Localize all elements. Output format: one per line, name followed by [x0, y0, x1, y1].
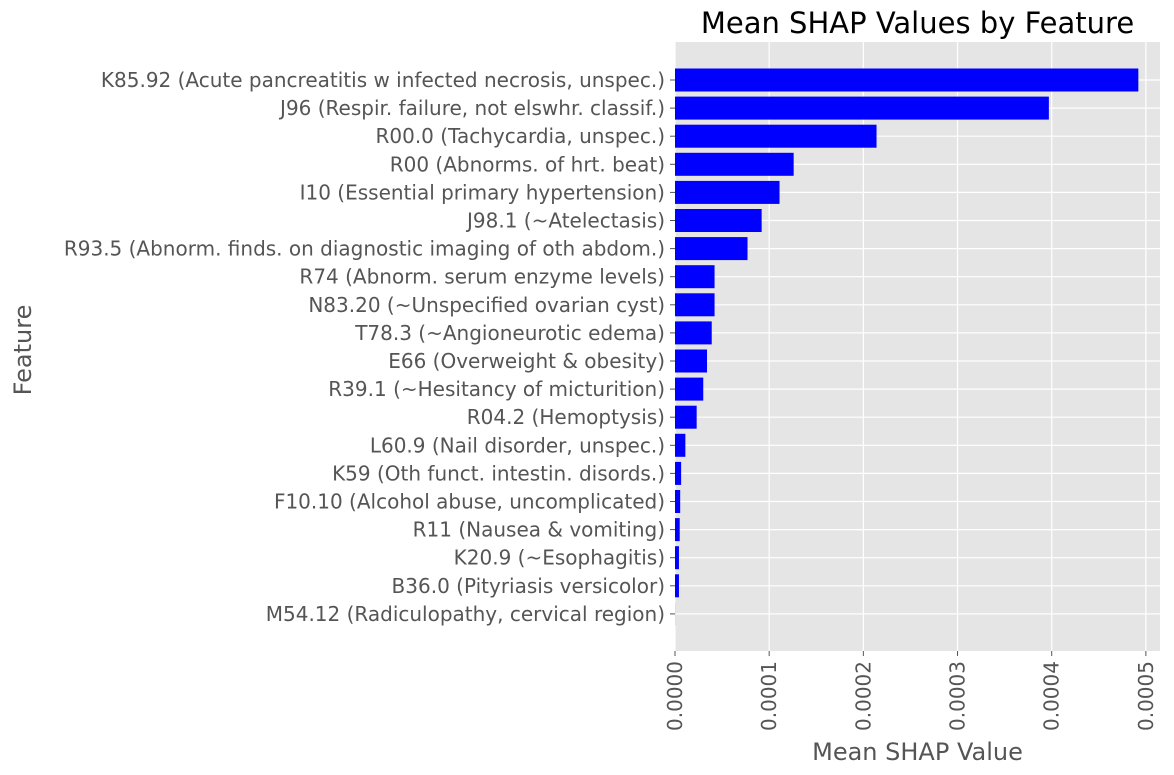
y-tick-label: J98.1 (~Atelectasis) — [465, 209, 665, 233]
y-tick-label: F10.10 (Alcohol abuse, uncomplicated) — [274, 490, 665, 514]
x-tick-label: 0.0000 — [663, 661, 687, 731]
bar — [675, 68, 1139, 92]
y-tick-label: K20.9 (~Esophagitis) — [454, 546, 665, 570]
bar — [675, 405, 697, 429]
x-tick-labels: 0.0000 0.0001 0.0002 0.0003 0.0004 0.0005 — [663, 651, 1158, 731]
bar — [675, 518, 680, 542]
bar — [675, 152, 794, 176]
x-tick-label: 0.0003 — [946, 661, 970, 731]
x-tick-label: 0.0001 — [757, 661, 781, 731]
y-tick-label: I10 (Essential primary hypertension) — [300, 180, 665, 204]
chart-title: Mean SHAP Values by Feature — [701, 6, 1134, 40]
x-tick-label: 0.0005 — [1134, 661, 1158, 731]
bar — [675, 546, 679, 570]
y-tick-label: T78.3 (~Angioneurotic edema) — [354, 321, 665, 345]
bar — [675, 574, 679, 598]
y-tick-label: N83.20 (~Unspecified ovarian cyst) — [308, 293, 665, 317]
y-tick-label: M54.12 (Radiculopathy, cervical region) — [266, 602, 665, 626]
bar — [675, 209, 762, 232]
bar — [675, 461, 682, 485]
bar — [675, 124, 877, 148]
y-tick-label: R04.2 (Hemoptysis) — [467, 405, 665, 429]
y-tick-label: K85.92 (Acute pancreatitis w infected ne… — [101, 68, 665, 92]
bar — [675, 180, 780, 204]
bar — [675, 377, 704, 401]
y-tick-label: R00 (Abnorms. of hrt. beat) — [390, 152, 665, 176]
y-tick-label: R00.0 (Tachycardia, unspec.) — [375, 124, 665, 148]
y-tick-label: B36.0 (Pityriasis versicolor) — [392, 574, 665, 598]
y-tick-label: R93.5 (Abnorm. finds. on diagnostic imag… — [64, 237, 665, 261]
y-tick-label: R39.1 (~Hesitancy of micturition) — [328, 377, 665, 401]
y-tick-label: L60.9 (Nail disorder, unspec.) — [370, 433, 665, 457]
bar — [675, 265, 715, 289]
x-axis-title: Mean SHAP Value — [812, 738, 1023, 766]
y-axis-title: Feature — [9, 305, 37, 396]
bar — [675, 349, 708, 373]
bar — [675, 237, 748, 261]
bars — [675, 68, 1139, 626]
bar — [675, 96, 1049, 120]
y-tick-label: R11 (Nausea & vomiting) — [413, 518, 665, 542]
bar — [675, 321, 712, 345]
x-tick-label: 0.0004 — [1040, 661, 1064, 731]
bar — [675, 293, 715, 317]
y-tick-label: E66 (Overweight & obesity) — [388, 349, 665, 373]
bar — [675, 490, 681, 513]
y-tick-labels: K85.92 (Acute pancreatitis w infected ne… — [64, 68, 675, 626]
y-tick-label: K59 (Oth funct. intestin. disords.) — [332, 461, 665, 485]
x-tick-label: 0.0002 — [851, 661, 875, 731]
y-tick-label: R74 (Abnorm. serum enzyme levels) — [299, 265, 665, 289]
bar — [675, 433, 686, 457]
y-tick-label: J96 (Respir. failure, not elswhr. classi… — [278, 96, 665, 120]
